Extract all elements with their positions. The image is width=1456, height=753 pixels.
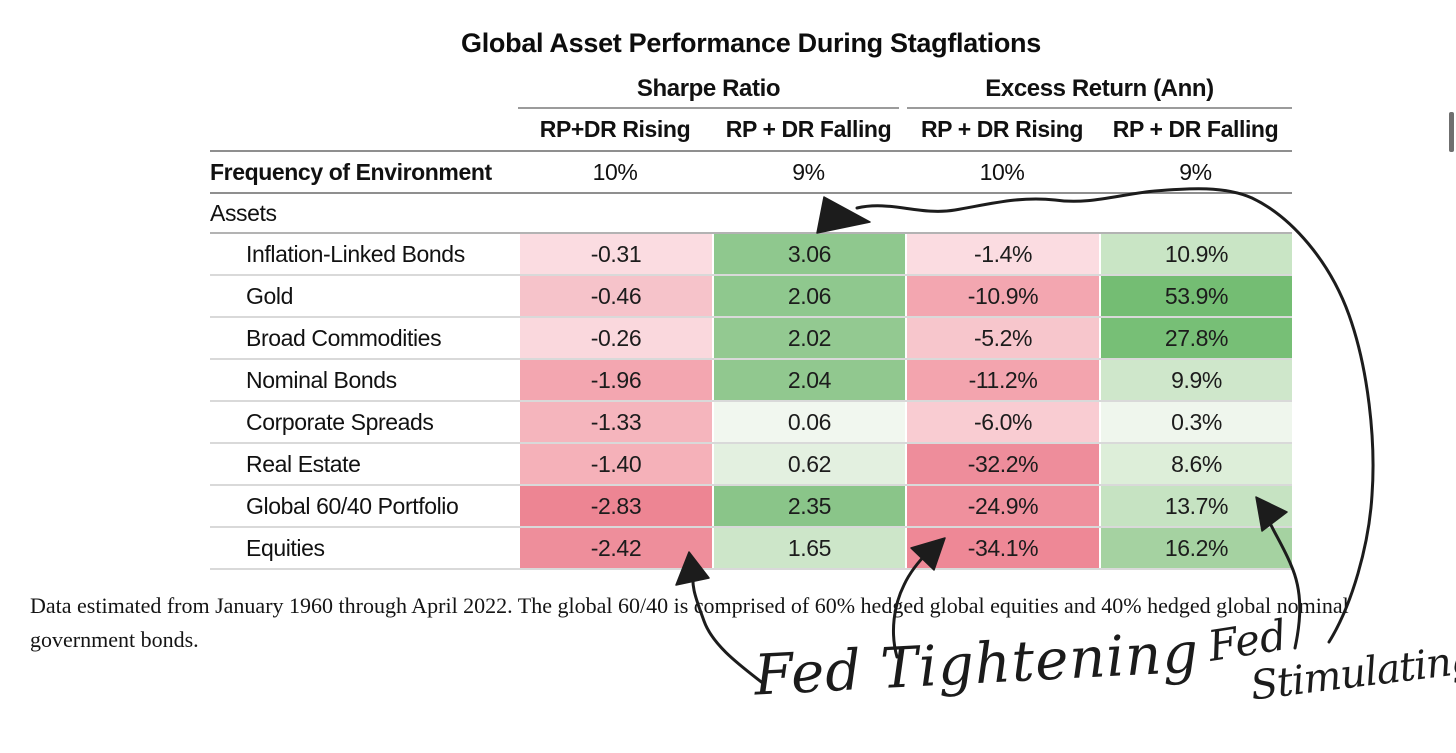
table-cell: -34.1% bbox=[905, 528, 1099, 568]
table-cell: -0.31 bbox=[518, 234, 712, 274]
group-header-row: Sharpe Ratio Excess Return (Ann) bbox=[210, 73, 1292, 109]
frequency-value: 10% bbox=[592, 158, 638, 185]
table-row: Global 60/40 Portfolio -2.83 2.35 -24.9%… bbox=[210, 486, 1292, 528]
performance-table: Sharpe Ratio Excess Return (Ann) RP+DR R… bbox=[210, 73, 1292, 570]
table-cell: 53.9% bbox=[1099, 276, 1292, 316]
frequency-row: Frequency of Environment 10% 9% 10% 9% bbox=[210, 152, 1292, 194]
table-cell: -1.4% bbox=[905, 234, 1099, 274]
table-cell: 0.3% bbox=[1099, 402, 1292, 442]
table-cell: -5.2% bbox=[905, 318, 1099, 358]
table-cell: 10.9% bbox=[1099, 234, 1292, 274]
group-header-sharpe-ratio: Sharpe Ratio bbox=[518, 75, 899, 109]
table-cell: -24.9% bbox=[905, 486, 1099, 526]
table-cell: 0.06 bbox=[712, 402, 905, 442]
table-cell: 16.2% bbox=[1099, 528, 1292, 568]
table-cell: 3.06 bbox=[712, 234, 905, 274]
table-row: Real Estate -1.40 0.62 -32.2% 8.6% bbox=[210, 444, 1292, 486]
frequency-value: 10% bbox=[979, 158, 1025, 185]
table-cell: 9.9% bbox=[1099, 360, 1292, 400]
asset-label: Corporate Spreads bbox=[210, 402, 518, 442]
table-cell: -6.0% bbox=[905, 402, 1099, 442]
asset-label: Real Estate bbox=[210, 444, 518, 484]
table-row: Corporate Spreads -1.33 0.06 -6.0% 0.3% bbox=[210, 402, 1292, 444]
frequency-value: 9% bbox=[792, 158, 825, 185]
frequency-value: 9% bbox=[1179, 158, 1212, 185]
table-cell: 13.7% bbox=[1099, 486, 1292, 526]
column-header-row: RP+DR Rising RP + DR Falling RP + DR Ris… bbox=[210, 109, 1292, 152]
asset-label: Inflation-Linked Bonds bbox=[210, 234, 518, 274]
scrollbar-thumb[interactable] bbox=[1449, 112, 1454, 152]
asset-label: Global 60/40 Portfolio bbox=[210, 486, 518, 526]
table-row: Nominal Bonds -1.96 2.04 -11.2% 9.9% bbox=[210, 360, 1292, 402]
table-cell: -0.46 bbox=[518, 276, 712, 316]
table-cell: -1.40 bbox=[518, 444, 712, 484]
frequency-label: Frequency of Environment bbox=[210, 158, 492, 185]
table-cell: 2.02 bbox=[712, 318, 905, 358]
table-cell: -0.26 bbox=[518, 318, 712, 358]
asset-label: Nominal Bonds bbox=[210, 360, 518, 400]
table-cell: -1.96 bbox=[518, 360, 712, 400]
table-row: Inflation-Linked Bonds -0.31 3.06 -1.4% … bbox=[210, 234, 1292, 276]
table-cell: -2.83 bbox=[518, 486, 712, 526]
table-cell: 2.04 bbox=[712, 360, 905, 400]
table-cell: -10.9% bbox=[905, 276, 1099, 316]
asset-label: Broad Commodities bbox=[210, 318, 518, 358]
asset-label: Equities bbox=[210, 528, 518, 568]
col-header-excess-rising: RP + DR Rising bbox=[920, 116, 1084, 142]
table-cell: 8.6% bbox=[1099, 444, 1292, 484]
table-cell: -1.33 bbox=[518, 402, 712, 442]
col-header-sharpe-falling: RP + DR Falling bbox=[725, 116, 892, 142]
page-title: Global Asset Performance During Stagflat… bbox=[461, 28, 1041, 58]
group-header-excess-return: Excess Return (Ann) bbox=[907, 75, 1292, 109]
table-row: Broad Commodities -0.26 2.02 -5.2% 27.8% bbox=[210, 318, 1292, 360]
table-cell: 27.8% bbox=[1099, 318, 1292, 358]
table-cell: -2.42 bbox=[518, 528, 712, 568]
assets-section-row: Assets bbox=[210, 194, 1292, 234]
table-row: Equities -2.42 1.65 -34.1% 16.2% bbox=[210, 528, 1292, 570]
table-cell: 2.06 bbox=[712, 276, 905, 316]
table-cell: 2.35 bbox=[712, 486, 905, 526]
table-cell: -11.2% bbox=[905, 360, 1099, 400]
col-header-sharpe-rising: RP+DR Rising bbox=[539, 116, 691, 142]
table-cell: 1.65 bbox=[712, 528, 905, 568]
table-cell: 0.62 bbox=[712, 444, 905, 484]
asset-label: Gold bbox=[210, 276, 518, 316]
col-header-excess-falling: RP + DR Falling bbox=[1112, 116, 1279, 142]
table-cell: -32.2% bbox=[905, 444, 1099, 484]
table-row: Gold -0.46 2.06 -10.9% 53.9% bbox=[210, 276, 1292, 318]
assets-section-label: Assets bbox=[210, 199, 277, 226]
